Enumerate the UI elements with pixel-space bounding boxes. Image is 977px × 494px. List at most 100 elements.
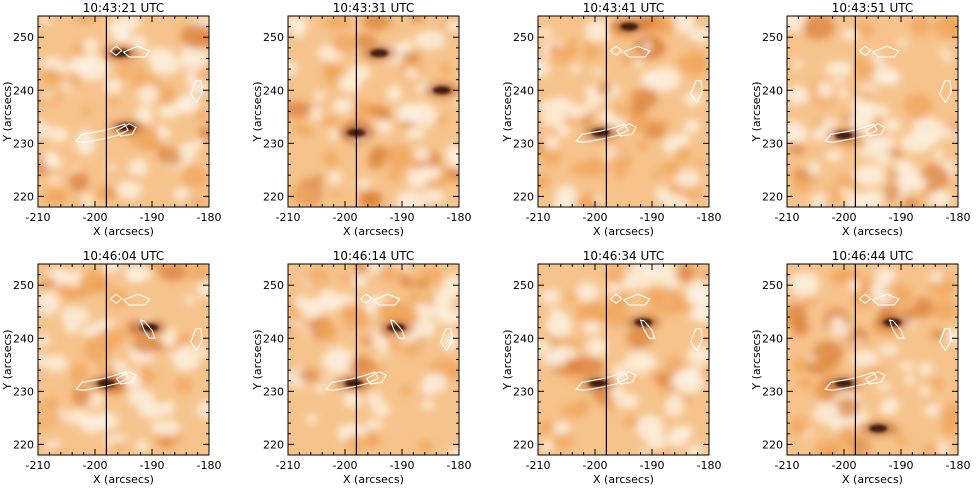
- y-axis-label: Y (arcsecs): [1, 329, 14, 390]
- texture-blob: [328, 171, 342, 185]
- texture-blob: [685, 280, 709, 304]
- contour-lower-right: [864, 123, 886, 137]
- texture-blob: [882, 397, 900, 413]
- texture-blob: [448, 448, 459, 455]
- texture-blob: [538, 339, 551, 354]
- texture-blob: [49, 127, 69, 143]
- texture-blob: [592, 68, 605, 75]
- texture-blob: [551, 422, 571, 435]
- texture-blob: [582, 43, 601, 61]
- x-tick-label: -190: [390, 459, 415, 472]
- texture-blob: [426, 307, 438, 317]
- texture-blob: [376, 119, 393, 134]
- texture-blob: [861, 195, 878, 206]
- texture-blob: [940, 421, 958, 437]
- texture-blob: [424, 294, 436, 304]
- texture-blob: [849, 435, 869, 455]
- texture-blob: [39, 57, 64, 69]
- texture-blob: [883, 182, 901, 202]
- texture-blob: [553, 432, 573, 450]
- texture-blob: [43, 187, 67, 207]
- y-axis-label: Y (arcsecs): [251, 81, 264, 142]
- texture-blob: [421, 400, 436, 410]
- texture-blob: [854, 163, 886, 187]
- texture-blob: [129, 35, 148, 51]
- texture-blob: [538, 141, 546, 152]
- texture-blob: [420, 189, 445, 205]
- texture-blob: [332, 98, 353, 114]
- intensity-map: [288, 16, 459, 207]
- y-tick-label: 230: [263, 385, 284, 398]
- texture-blob: [160, 327, 177, 348]
- texture-blob: [929, 271, 944, 283]
- texture-blob: [875, 267, 896, 283]
- contour-upper-left: [609, 293, 623, 305]
- texture-blob: [812, 386, 825, 399]
- texture-blob: [920, 164, 950, 190]
- texture-blob: [60, 305, 90, 326]
- texture-blob: [849, 109, 875, 130]
- texture-blob: [834, 175, 858, 190]
- texture-blob: [117, 179, 142, 200]
- texture-blob: [933, 190, 948, 201]
- texture-blob: [787, 303, 808, 328]
- texture-blob: [348, 64, 372, 81]
- texture-blob: [623, 351, 657, 374]
- y-axis-label: Y (arcsecs): [501, 81, 514, 142]
- x-tick-label: -190: [140, 211, 165, 224]
- texture-blob: [289, 184, 316, 206]
- contour-upper-right: [122, 293, 151, 306]
- texture-blob: [860, 90, 876, 102]
- texture-blob: [541, 110, 567, 127]
- texture-blob: [904, 374, 916, 385]
- texture-blob: [878, 344, 899, 356]
- texture-blob: [180, 23, 209, 49]
- texture-blob: [644, 288, 667, 306]
- texture-blob: [307, 268, 329, 290]
- texture-blob: [158, 264, 187, 282]
- texture-blob: [561, 403, 587, 418]
- texture-blob: [941, 16, 956, 28]
- contour-upper-right: [622, 45, 651, 58]
- texture-blob: [787, 86, 810, 105]
- texture-blob: [342, 390, 362, 408]
- texture-blob: [664, 393, 684, 417]
- texture-blob: [309, 106, 323, 114]
- texture-blob: [323, 150, 339, 168]
- texture-blob: [807, 161, 821, 176]
- x-tick-label: -200: [333, 211, 358, 224]
- texture-blob: [570, 162, 594, 176]
- map-texture: [538, 264, 709, 455]
- texture-blob: [874, 151, 892, 166]
- x-tick-label: -200: [83, 459, 108, 472]
- texture-blob: [630, 88, 658, 109]
- texture-blob: [835, 396, 860, 418]
- texture-blob: [837, 425, 856, 444]
- texture-blob: [72, 166, 80, 173]
- x-axis-label: X (arcsecs): [593, 473, 654, 486]
- contour-right-side: [939, 328, 952, 352]
- y-tick-label: 240: [13, 332, 34, 345]
- x-tick-label: -180: [946, 459, 971, 472]
- texture-blob: [584, 19, 612, 42]
- texture-blob: [673, 146, 692, 163]
- chart-title: 10:46:44 UTC: [832, 249, 914, 263]
- texture-blob: [904, 93, 933, 119]
- map-texture: [288, 16, 459, 207]
- texture-blob: [802, 16, 835, 40]
- texture-blob: [435, 309, 459, 325]
- y-tick-label: 250: [762, 31, 783, 44]
- y-tick-label: 250: [762, 279, 783, 292]
- y-tick-label: 220: [13, 438, 34, 451]
- texture-blob: [349, 356, 375, 376]
- map-texture: [38, 16, 209, 207]
- texture-blob: [852, 290, 874, 309]
- texture-blob: [632, 264, 655, 275]
- texture-blob: [568, 39, 578, 48]
- y-tick-label: 240: [513, 84, 534, 97]
- texture-blob: [44, 441, 62, 450]
- texture-blob: [558, 127, 569, 137]
- y-tick-label: 240: [263, 84, 284, 97]
- intensity-map: [538, 16, 709, 207]
- y-tick-label: 230: [762, 137, 783, 150]
